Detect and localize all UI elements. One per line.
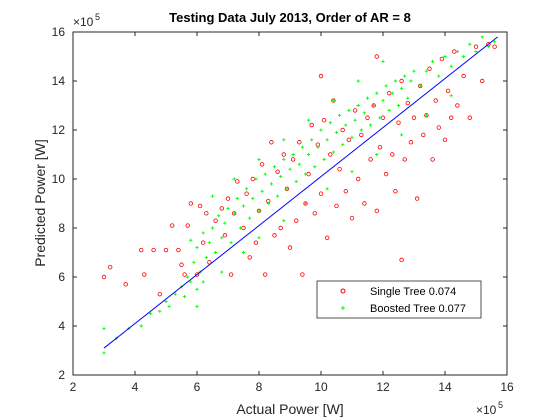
y-tick-label: 10 [52, 172, 66, 186]
legend-label-boosted-tree: Boosted Tree 0.077 [370, 303, 466, 315]
y-exponent-base: ×10 [73, 15, 94, 29]
x-tick-label: 4 [132, 380, 139, 394]
x-tick-label: 6 [194, 380, 201, 394]
x-exponent-base: ×10 [476, 403, 497, 417]
x-tick-label: 2 [70, 380, 77, 394]
plot-background [73, 32, 507, 375]
y-tick-label: 4 [58, 319, 65, 333]
legend: Single Tree 0.074 Boosted Tree 0.077 [317, 281, 481, 318]
y-tick-label: 8 [58, 221, 65, 235]
x-tick-label: 14 [438, 380, 452, 394]
x-tick-label: 16 [500, 380, 514, 394]
x-exponent-label: ×10 5 [476, 400, 503, 417]
x-tick-label: 10 [314, 380, 328, 394]
y-tick-label: 6 [58, 270, 65, 284]
x-exponent-power: 5 [498, 400, 503, 410]
chart-title: Testing Data July 2013, Order of AR = 8 [169, 10, 411, 25]
y-tick-label: 2 [58, 368, 65, 382]
y-tick-label: 12 [52, 123, 66, 137]
x-tick-label: 12 [376, 380, 390, 394]
x-axis-label: Actual Power [W] [236, 401, 343, 417]
y-exponent-label: ×10 5 [73, 12, 100, 29]
y-tick-label: 16 [52, 25, 66, 39]
y-exponent-power: 5 [95, 12, 100, 22]
legend-label-single-tree: Single Tree 0.074 [370, 286, 456, 298]
x-tick-label: 8 [256, 380, 263, 394]
y-tick-label: 14 [52, 74, 66, 88]
y-axis-label: Predicted Power [W] [32, 139, 48, 267]
